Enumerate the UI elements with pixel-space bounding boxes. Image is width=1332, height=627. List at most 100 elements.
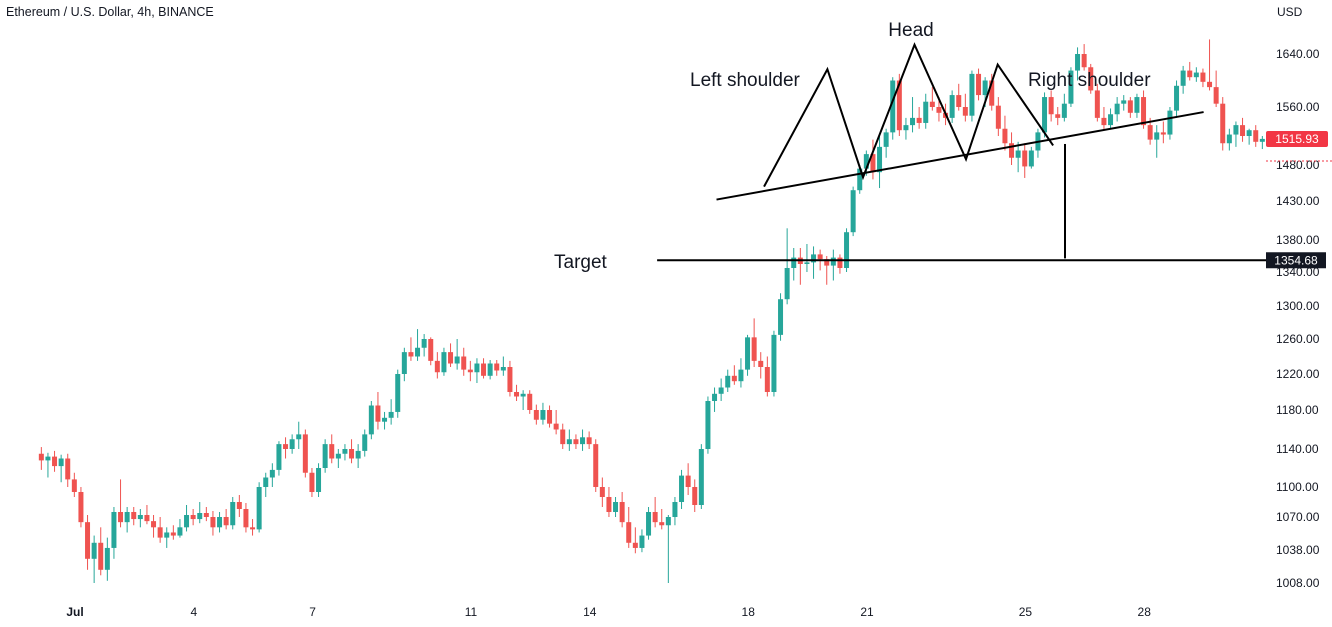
x-tick-label: 18 — [742, 605, 756, 619]
candle-body — [1160, 132, 1166, 135]
candle-body — [764, 367, 770, 392]
candle — [1088, 63, 1094, 94]
candle — [104, 537, 110, 581]
candle — [844, 228, 850, 272]
candle-body — [929, 101, 935, 107]
candle — [632, 527, 638, 554]
candle-body — [190, 515, 196, 520]
candle — [1068, 67, 1074, 107]
candle — [434, 352, 440, 379]
pattern-overlay: Head Left shoulder Right shoulder Target — [554, 20, 1266, 273]
symbol-title[interactable]: Ethereum / U.S. Dollar, 4h, BINANCE — [6, 5, 214, 19]
head-shoulders-outline — [763, 42, 1054, 188]
candle — [1121, 95, 1127, 111]
candle-body — [995, 105, 1001, 129]
candle — [883, 128, 889, 158]
last-price-tag — [1266, 130, 1328, 147]
time-axis[interactable]: Jul 4 7 11 14 18 21 25 28 — [66, 605, 1151, 619]
candle-body — [1101, 117, 1107, 126]
candle-body — [923, 101, 929, 123]
candle — [560, 423, 566, 449]
x-tick-label: 7 — [309, 605, 316, 619]
candle-body — [1253, 130, 1259, 142]
candle-body — [910, 117, 916, 126]
target-annotation: Target — [554, 252, 608, 273]
candle — [45, 452, 51, 478]
candle — [481, 358, 487, 379]
candle-body — [170, 532, 176, 536]
candle-body — [362, 434, 368, 451]
candle — [58, 454, 64, 483]
candle-body — [1193, 72, 1199, 78]
candle-body — [1094, 90, 1100, 118]
candle — [223, 509, 229, 530]
candle — [639, 529, 645, 553]
x-tick-label: Jul — [66, 605, 83, 619]
candle — [619, 492, 625, 528]
candle-body — [223, 517, 229, 526]
candle — [124, 507, 130, 533]
candle — [283, 437, 289, 459]
price-labels: 1515.93 1354.68 — [1266, 130, 1332, 269]
candle-body — [1259, 138, 1265, 142]
candle-body — [243, 509, 249, 528]
candle-body — [256, 487, 262, 530]
candle-body — [428, 339, 434, 361]
candle — [976, 68, 982, 101]
candle-body — [500, 367, 506, 371]
candle-body — [738, 369, 744, 382]
candle-body — [877, 146, 883, 173]
candle-body — [863, 154, 869, 169]
price-axis[interactable]: 1008.00 1038.00 1070.00 1100.00 1140.00 1180.… — [1276, 47, 1320, 590]
candle — [428, 337, 434, 366]
candle-body — [250, 527, 256, 530]
candle-body — [289, 439, 295, 449]
y-tick-label: 1340.00 — [1276, 265, 1320, 279]
candle-body — [98, 542, 104, 570]
candle-body — [1081, 54, 1087, 68]
candle — [375, 392, 381, 430]
candle — [679, 469, 685, 509]
candle — [1193, 67, 1199, 82]
candle-body — [309, 472, 315, 492]
y-tick-label: 1140.00 — [1276, 442, 1319, 456]
candle — [296, 421, 302, 449]
candle-body — [316, 468, 322, 492]
y-tick-label: 1038.00 — [1276, 543, 1320, 557]
candle-body — [1088, 67, 1094, 91]
candle — [1154, 125, 1160, 158]
candle — [349, 439, 355, 464]
candle-body — [395, 374, 401, 412]
candle-body — [322, 444, 328, 468]
candle — [342, 444, 348, 461]
candle-body — [817, 254, 823, 260]
candle — [1134, 93, 1140, 118]
candle — [580, 429, 586, 451]
candle — [1259, 136, 1265, 150]
candle-body — [388, 411, 394, 418]
candle — [1028, 146, 1034, 169]
candle-body — [1174, 85, 1180, 111]
candle — [553, 410, 559, 435]
candle-body — [606, 497, 612, 512]
currency-label: USD — [1277, 5, 1303, 19]
candle — [157, 517, 163, 543]
candle — [995, 97, 1001, 136]
candle — [1220, 97, 1226, 151]
x-tick-label: 28 — [1138, 605, 1152, 619]
candle — [1015, 141, 1021, 173]
candle — [606, 487, 612, 517]
candle-body — [613, 502, 619, 512]
candle — [144, 505, 150, 525]
candle — [1160, 121, 1166, 144]
candle — [718, 378, 724, 401]
candle-body — [896, 80, 902, 131]
candle-body — [989, 80, 995, 106]
candle-body — [811, 254, 817, 263]
candle-body — [408, 352, 414, 357]
candle-body — [705, 401, 711, 449]
candle — [408, 337, 414, 361]
candle — [98, 527, 104, 576]
